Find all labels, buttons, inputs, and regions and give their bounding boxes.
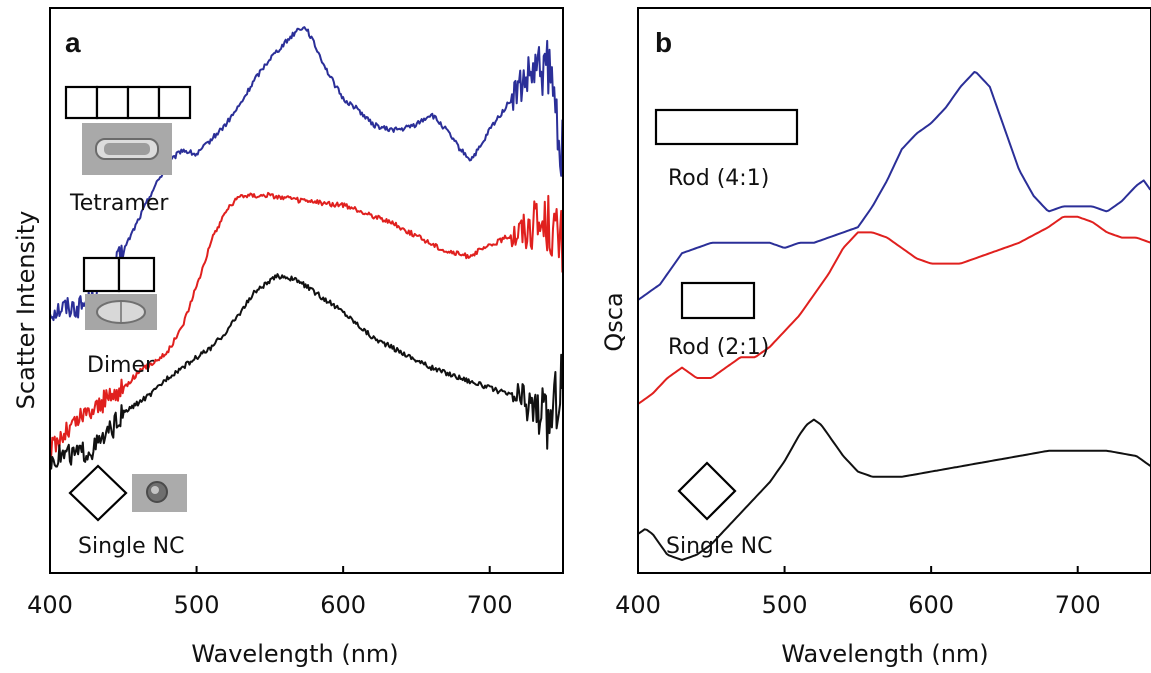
series-rod-2-1-b — [637, 215, 1151, 405]
dimer-schematic — [82, 256, 156, 293]
annotation-rod-4-1: Rod (4:1) — [668, 166, 769, 191]
tetramer-schematic — [64, 85, 192, 120]
plot-frame-b — [637, 7, 1151, 574]
y-axis-title-a: Scatter Intensity — [12, 211, 40, 410]
x-tick-label-600-a: 600 — [320, 591, 366, 619]
dimer-micrograph — [85, 294, 157, 330]
x-tick-label-600-b: 600 — [908, 591, 954, 619]
annotation-dimer: Dimer — [87, 353, 155, 378]
panel-a: 400 500 600 700 a Scatter Intensity Wavelen… — [12, 7, 564, 668]
x-tick-label-500-a: 500 — [174, 591, 220, 619]
y-axis-title-b: Qsca — [600, 292, 628, 351]
tetramer-micrograph — [82, 123, 172, 175]
single-nc-schematic-a — [68, 464, 128, 522]
annotation-single-nc-b: Single NC — [666, 534, 772, 559]
series-dimer-a — [49, 191, 564, 457]
curves-a — [49, 26, 564, 470]
x-axis-title-a: Wavelength (nm) — [191, 640, 398, 668]
single-nc-schematic-b — [677, 461, 737, 521]
annotation-rod-2-1: Rod (2:1) — [668, 335, 769, 360]
single-nc-micrograph — [132, 474, 187, 512]
series-tetramer-a — [49, 26, 564, 322]
x-tick-label-500-b: 500 — [762, 591, 808, 619]
x-tick-label-400-a: 400 — [27, 591, 73, 619]
x-tick-label-700-a: 700 — [467, 591, 513, 619]
x-axis-title-b: Wavelength (nm) — [781, 640, 988, 668]
x-tick-label-700-b: 700 — [1055, 591, 1101, 619]
series-single-nc-a — [49, 273, 564, 470]
annotation-single-nc-a: Single NC — [78, 534, 184, 559]
series-rod-4-1-b — [637, 71, 1151, 301]
panel-letter-a: a — [65, 27, 81, 58]
rod-2-1-schematic — [680, 281, 756, 320]
panel-letter-b: b — [655, 27, 672, 58]
panel-b: 400 500 600 700 b Qsca Wavelength (nm) Rod … — [600, 7, 1151, 668]
annotation-tetramer: Tetramer — [69, 191, 169, 216]
series-single-nc-b — [637, 418, 1151, 561]
ticks-b: 400 500 600 700 — [615, 566, 1101, 619]
x-tick-label-400-b: 400 — [615, 591, 661, 619]
curves-b — [637, 71, 1151, 561]
ticks-a: 400 500 600 700 — [27, 566, 513, 619]
rod-4-1-schematic — [654, 108, 799, 146]
plot-frame-a — [49, 7, 564, 574]
